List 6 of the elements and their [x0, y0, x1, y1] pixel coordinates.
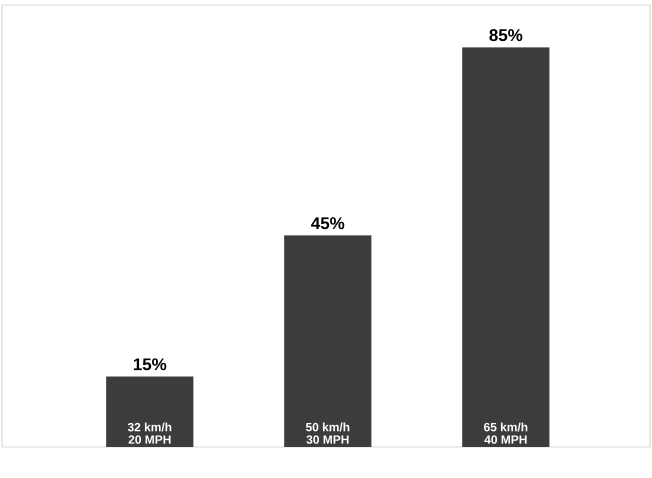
x-tick-label: 65 km/h 40 MPH — [484, 422, 528, 444]
data-label: 45% — [311, 217, 344, 230]
x-tick-label: 32 km/h 20 MPH — [128, 422, 172, 444]
data-label: 85% — [489, 29, 522, 42]
x-tick-label: 50 km/h 30 MPH — [306, 422, 350, 444]
data-label: 15% — [134, 358, 166, 370]
